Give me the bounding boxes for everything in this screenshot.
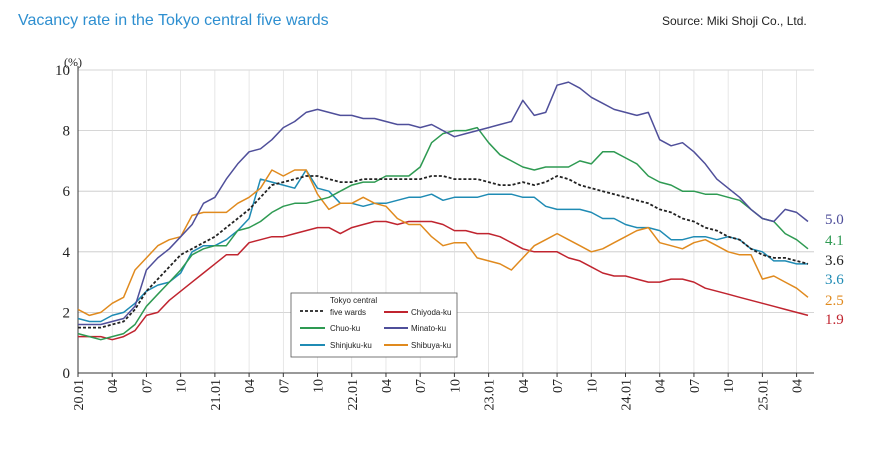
- end-label-minato: 5.0: [825, 212, 844, 228]
- chart-title: Vacancy rate in the Tokyo central five w…: [18, 12, 329, 29]
- x-tick-label-20: 25.01: [756, 379, 771, 411]
- series-line-shibuya: [77, 169, 809, 317]
- end-label-chuo: 4.1: [825, 233, 844, 249]
- legend-label-chuo: Chuo-ku: [330, 324, 360, 333]
- legend-box: [290, 292, 458, 358]
- end-label-shibuya: 2.5: [825, 293, 844, 309]
- series-line-shinjuku: [77, 169, 808, 323]
- x-tick-label-0: 20.01: [72, 379, 87, 411]
- y-tick-label-2: 2: [63, 305, 71, 321]
- x-tick-label-1: 04: [106, 379, 121, 393]
- x-tick-label-7: 10: [312, 379, 327, 393]
- y-tick-label-6: 6: [63, 184, 71, 200]
- legend-label-minato: Minato-ku: [411, 324, 446, 333]
- y-tick-label-10: 10: [55, 63, 70, 79]
- series-layer: 5.0 4.1 3.6 3.6 2.5 1.9: [77, 81, 844, 341]
- y-tick-label-4: 4: [63, 245, 71, 261]
- x-tick-label-3: 10: [175, 379, 190, 393]
- x-tick-label-15: 10: [585, 379, 600, 393]
- legend-label-shinjuku: Shinjuku-ku: [330, 341, 372, 350]
- series-line-chiyoda: [78, 220, 809, 341]
- series-line-chuo: [77, 126, 809, 341]
- x-tick-label-17: 04: [654, 379, 669, 393]
- x-tick-label-16: 24.01: [620, 379, 635, 411]
- x-tick-label-10: 07: [414, 379, 429, 393]
- x-tick-label-5: 04: [243, 379, 258, 393]
- y-tick-label-0: 0: [63, 366, 71, 382]
- x-tick-label-6: 07: [277, 379, 292, 393]
- x-tick-label-13: 04: [517, 379, 532, 393]
- x-tick-label-8: 22.01: [346, 379, 361, 411]
- x-tick-label-18: 07: [688, 379, 703, 393]
- y-tick-label-8: 8: [63, 124, 71, 140]
- x-tick-label-11: 10: [448, 379, 463, 393]
- end-label-shinjuku: 3.6: [825, 272, 844, 288]
- x-tick-label-12: 23.01: [483, 379, 498, 411]
- legend-label-chiyoda: Chiyoda-ku: [411, 308, 451, 317]
- source-note: Source: Miki Shoji Co., Ltd.: [662, 14, 807, 28]
- x-tick-label-4: 21.01: [209, 379, 224, 411]
- x-tick-label-21: 04: [791, 379, 806, 393]
- x-tick-label-14: 07: [551, 379, 566, 393]
- legend-label-five-line2: five wards: [330, 308, 366, 317]
- legend-label-five-line1: Tokyo central: [330, 296, 377, 305]
- x-tick-label-9: 04: [380, 379, 395, 393]
- end-label-chiyoda: 1.9: [825, 312, 844, 328]
- x-tick-label-19: 10: [722, 379, 737, 393]
- legend-label-shibuya: Shibuya-ku: [411, 341, 451, 350]
- series-line-five: [78, 175, 809, 329]
- x-tick-label-2: 07: [140, 379, 155, 393]
- end-label-five: 3.6: [825, 253, 844, 269]
- series-line-minato: [78, 81, 809, 326]
- y-axis-unit: (%): [64, 55, 82, 69]
- legend: Tokyo central five wards Chiyoda-ku Chuo…: [290, 292, 458, 358]
